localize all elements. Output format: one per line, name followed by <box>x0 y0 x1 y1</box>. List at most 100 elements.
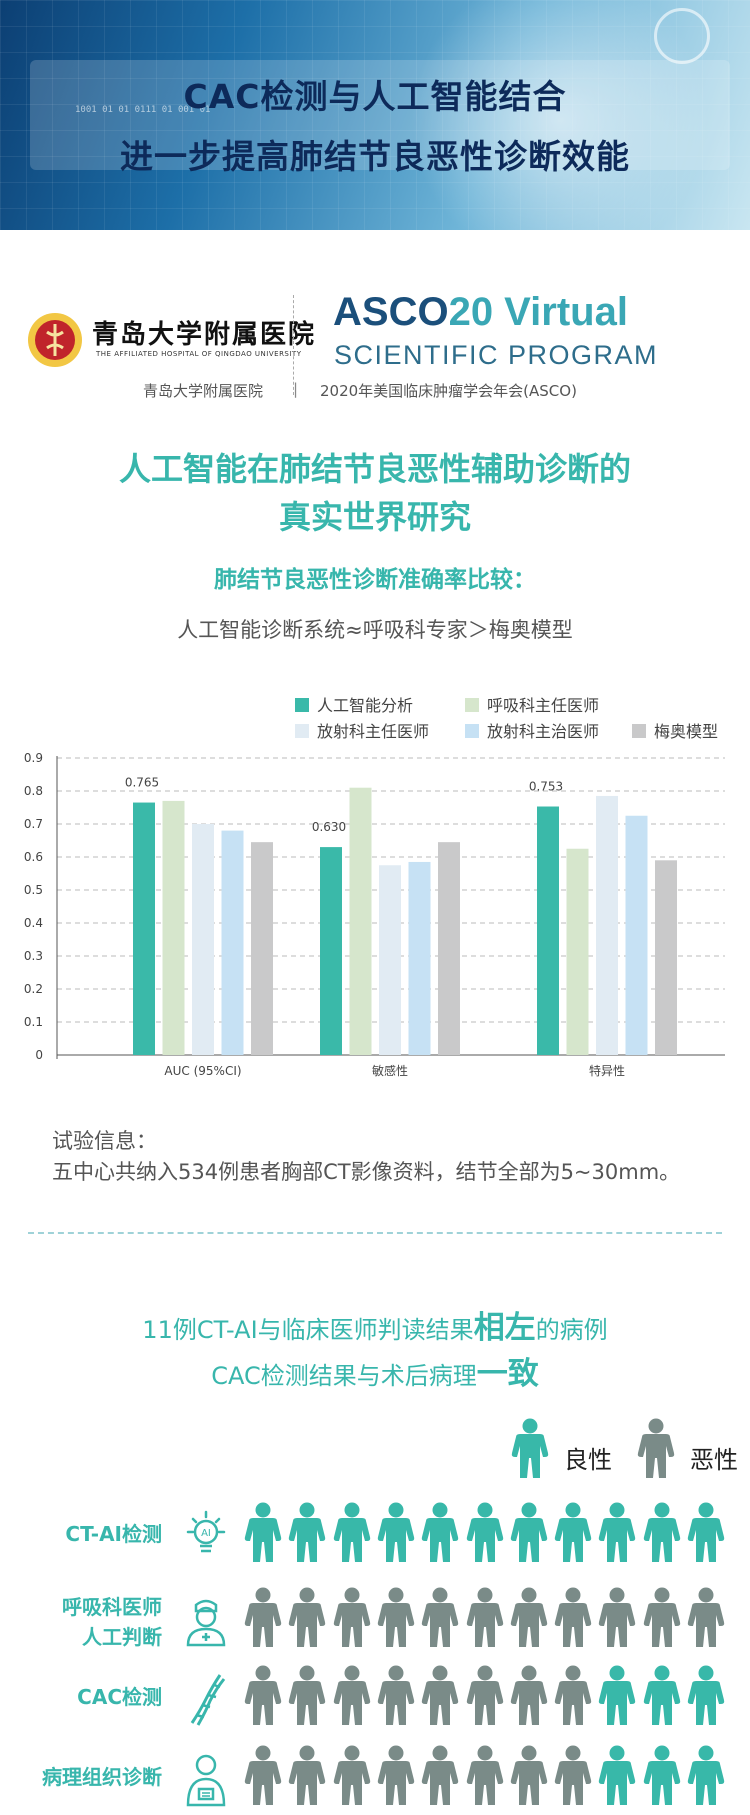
malignant-person-icon <box>243 1745 283 1807</box>
banner-plate <box>30 60 730 170</box>
x-tick-label: 特异性 <box>589 1063 625 1078</box>
row-label: 呼吸科医师 人工判断 <box>62 1592 162 1652</box>
benign-person-icon <box>686 1665 726 1727</box>
y-tick-label: 0.2 <box>24 982 43 996</box>
malignant-person-icon <box>332 1665 372 1727</box>
legend-label-4: 放射科主治医师 <box>487 722 599 741</box>
benign-person-icon <box>597 1502 637 1564</box>
malignant-person-icon <box>376 1745 416 1807</box>
y-tick-label: 0.3 <box>24 949 43 963</box>
discordant-cases-title: 11例CT-AI与临床医师判读结果相左的病例 <box>0 1302 750 1347</box>
legend-swatch-1 <box>295 698 309 712</box>
benign-person-icon <box>287 1502 327 1564</box>
logo-divider <box>293 295 294 395</box>
caption-conference: 2020年美国临床肿瘤学会年会(ASCO) <box>320 382 577 400</box>
legend-label-2: 呼吸科主任医师 <box>487 696 599 715</box>
benign-person-icon <box>686 1502 726 1564</box>
malignant-person-icon <box>686 1587 726 1649</box>
bar-4-1 <box>221 830 244 1055</box>
discordant-title-post: 的病例 <box>535 1316 608 1344</box>
malignant-person-icon <box>287 1587 327 1649</box>
malignant-person-icon <box>509 1745 549 1807</box>
pathologist-icon <box>180 1751 232 1807</box>
benign-person-icon <box>420 1502 460 1564</box>
concordance-title-emphasis: 一致 <box>476 1356 539 1392</box>
benign-person-icon <box>332 1502 372 1564</box>
benign-person-icon <box>642 1665 682 1727</box>
case-row-1: CT-AI检测 AI <box>0 1502 750 1572</box>
svg-text:AI: AI <box>201 1528 211 1539</box>
study-title-line1: 人工智能在肺结节良恶性辅助诊断的 <box>118 450 631 488</box>
benign-person-icon <box>597 1745 637 1807</box>
y-tick-label: 0.5 <box>24 883 43 897</box>
benign-person-icon <box>553 1502 593 1564</box>
binary-decoration-text: 1001 01 01 0111 01 001 01 <box>75 105 211 115</box>
malignant-person-icon <box>287 1745 327 1807</box>
malignant-person-icon <box>553 1745 593 1807</box>
row-label: CAC检测 <box>77 1682 162 1712</box>
legend-benign-label: 良性 <box>564 1446 612 1474</box>
legend-swatch-4 <box>465 724 479 738</box>
bar-1-2 <box>320 847 342 1055</box>
benign-person-icon <box>376 1502 416 1564</box>
legend-malignant-label: 恶性 <box>690 1446 738 1474</box>
bar-4-3 <box>625 815 648 1055</box>
y-tick-label: 0.6 <box>24 850 43 864</box>
case-row-2: 呼吸科医师 人工判断 <box>0 1587 750 1657</box>
malignant-person-icon <box>465 1665 505 1727</box>
discordant-title-emphasis: 相左 <box>473 1310 536 1346</box>
concordance-title: CAC检测结果与术后病理一致 <box>0 1348 750 1393</box>
caption-hospital: 青岛大学附属医院 <box>143 382 264 400</box>
legend-label-5: 梅奥模型 <box>654 722 718 741</box>
y-tick-label: 0 <box>35 1048 43 1062</box>
malignant-person-icon <box>376 1587 416 1649</box>
asco-logo-sub: SCIENTIFIC PROGRAM <box>334 340 659 370</box>
asco-logo-main: ASCO <box>333 290 449 334</box>
bar-4-2 <box>408 861 431 1055</box>
malignant-person-icon <box>509 1665 549 1727</box>
benign-person-icon <box>465 1502 505 1564</box>
bar-3-2 <box>379 865 401 1055</box>
row-label-line: CT-AI检测 <box>65 1522 162 1546</box>
malignant-person-icon <box>553 1587 593 1649</box>
hospital-name-cn: 青岛大学附属医院 <box>92 320 317 350</box>
logo-bar: 青岛大学附属医院 THE AFFILIATED HOSPITAL OF QING… <box>0 290 750 410</box>
ai-bulb-icon: AI <box>180 1508 232 1564</box>
legend-label-3: 放射科主任医师 <box>317 722 429 741</box>
benign-person-icon <box>597 1665 637 1727</box>
y-tick-label: 0.1 <box>24 1015 43 1029</box>
malignant-person-icon <box>642 1587 682 1649</box>
asco-logo: ASCO20 Virtual <box>333 290 628 335</box>
case-row-3: CAC检测 <box>0 1665 750 1735</box>
bar-2-3 <box>566 848 589 1055</box>
hospital-crest-icon <box>28 313 82 367</box>
benign-person-icon <box>510 1418 550 1480</box>
data-label: 0.765 <box>125 776 159 790</box>
legend-swatch-2 <box>465 698 479 712</box>
trial-info-heading: 试验信息： <box>52 1129 157 1153</box>
banner-title-line1: CAC检测与人工智能结合 <box>183 77 567 116</box>
malignant-person-icon <box>509 1587 549 1649</box>
bar-5-3 <box>655 860 677 1055</box>
chart-subtitle: 肺结节良恶性诊断准确率比较： <box>214 567 536 593</box>
bar-5-1 <box>251 842 273 1055</box>
bar-1-3 <box>537 806 559 1055</box>
malignant-person-icon <box>465 1745 505 1807</box>
malignant-person-icon <box>420 1745 460 1807</box>
malignant-person-icon <box>243 1587 283 1649</box>
benign-person-icon <box>509 1502 549 1564</box>
row-label-line: 病理组织诊断 <box>42 1765 162 1789</box>
malignant-person-icon <box>287 1665 327 1727</box>
caption-separator: | <box>293 380 299 398</box>
legend-swatch-3 <box>295 724 309 738</box>
section-divider <box>28 1232 722 1234</box>
case-row-4: 病理组织诊断 <box>0 1745 750 1815</box>
bar-2-1 <box>162 800 185 1055</box>
malignant-person-icon <box>636 1418 676 1480</box>
concordance-title-pre: CAC检测结果与术后病理 <box>211 1362 477 1390</box>
malignant-person-icon <box>420 1587 460 1649</box>
benign-person-icon <box>243 1502 283 1564</box>
asco-logo-year: 20 Virtual <box>448 290 628 334</box>
malignant-person-icon <box>332 1745 372 1807</box>
row-label: CT-AI检测 <box>65 1519 162 1549</box>
